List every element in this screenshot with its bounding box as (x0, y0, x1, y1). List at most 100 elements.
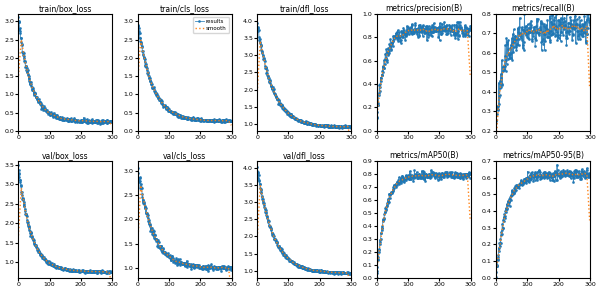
smooth (428, 28, 436, 32)
smooth (452, 29, 460, 33)
Line: results: results (495, 8, 590, 122)
results (452, 31, 459, 34)
results (430, 21, 437, 25)
Title: train/box_loss: train/box_loss (38, 4, 92, 13)
results (190, 265, 197, 269)
Title: metrics/mAP50-95(B): metrics/mAP50-95(B) (502, 151, 584, 160)
Line: results: results (137, 158, 232, 272)
results (253, 165, 260, 169)
results (14, 164, 22, 167)
smooth (458, 28, 466, 32)
results (429, 170, 436, 173)
smooth (254, 233, 261, 237)
results (311, 269, 318, 273)
Title: metrics/recall(B): metrics/recall(B) (511, 4, 575, 13)
results (253, 21, 260, 24)
smooth (550, 174, 557, 178)
smooth (338, 271, 346, 274)
results (134, 25, 142, 28)
results (311, 123, 318, 126)
results (70, 117, 77, 121)
results (108, 270, 115, 274)
Line: results: results (376, 21, 471, 118)
smooth (134, 238, 142, 242)
results (578, 28, 585, 31)
results (572, 169, 579, 172)
smooth (373, 268, 380, 272)
smooth (373, 113, 380, 117)
smooth (257, 184, 264, 187)
results (220, 120, 227, 124)
results (100, 270, 107, 274)
smooth (191, 264, 199, 267)
smooth (347, 139, 355, 143)
smooth (493, 268, 500, 272)
smooth (190, 117, 197, 121)
smooth (94, 270, 101, 273)
results (93, 272, 100, 275)
results (100, 119, 107, 122)
smooth (347, 286, 355, 289)
results (14, 15, 22, 19)
Line: smooth: smooth (137, 40, 232, 125)
smooth (467, 219, 474, 223)
smooth (228, 288, 235, 291)
results (586, 23, 593, 27)
smooth (190, 264, 197, 268)
smooth (578, 28, 585, 31)
results (70, 268, 77, 272)
Line: smooth: smooth (257, 41, 351, 141)
Line: smooth: smooth (18, 188, 112, 285)
Legend: results, smooth: results, smooth (193, 17, 229, 33)
smooth (548, 26, 556, 29)
Line: smooth: smooth (137, 185, 232, 290)
smooth (214, 266, 221, 269)
smooth (15, 232, 22, 235)
results (332, 270, 340, 274)
smooth (493, 267, 500, 270)
smooth (72, 119, 79, 122)
smooth (137, 39, 145, 42)
Line: smooth: smooth (377, 174, 470, 270)
results (204, 269, 211, 273)
smooth (71, 269, 78, 272)
smooth (134, 75, 142, 79)
smooth (18, 38, 25, 41)
Line: smooth: smooth (496, 173, 590, 270)
results (228, 265, 235, 269)
results (553, 163, 560, 166)
results (94, 271, 101, 274)
results (134, 166, 142, 170)
smooth (493, 137, 500, 141)
results (228, 119, 235, 122)
results (467, 24, 474, 27)
results (72, 269, 79, 272)
smooth (191, 117, 199, 121)
smooth (100, 270, 107, 274)
smooth (458, 174, 466, 177)
smooth (228, 124, 235, 127)
smooth (439, 27, 446, 30)
results (219, 118, 226, 121)
Line: results: results (256, 22, 352, 128)
smooth (586, 219, 593, 222)
results (191, 117, 199, 121)
results (550, 172, 557, 175)
smooth (310, 123, 317, 126)
Line: smooth: smooth (257, 186, 351, 288)
results (586, 173, 593, 176)
results (493, 118, 500, 122)
results (214, 266, 221, 270)
results (373, 115, 380, 119)
results (548, 14, 556, 17)
smooth (134, 80, 141, 83)
results (373, 276, 380, 279)
results (493, 275, 500, 278)
results (347, 126, 355, 129)
results (70, 119, 77, 123)
smooth (562, 171, 569, 175)
smooth (190, 117, 197, 121)
smooth (253, 239, 260, 243)
results (134, 157, 141, 160)
smooth (71, 119, 78, 122)
